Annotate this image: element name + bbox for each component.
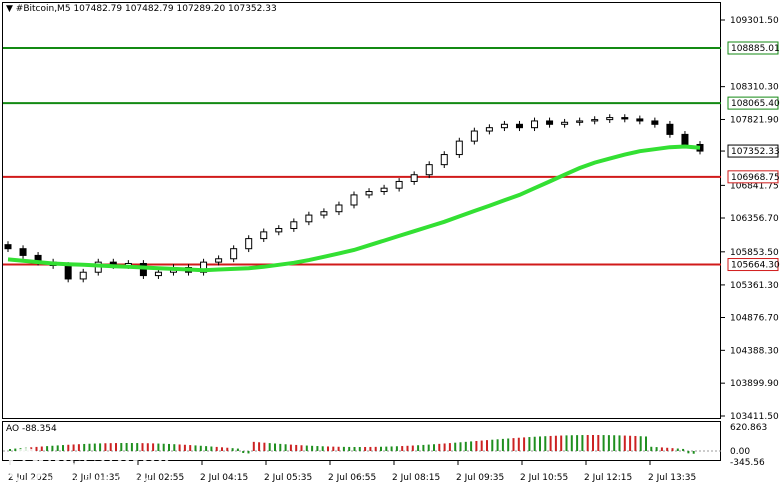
candle-body bbox=[64, 264, 72, 280]
ao-axis-bottom: -345.56 bbox=[730, 458, 765, 468]
candle-body bbox=[576, 120, 584, 123]
candle-body bbox=[4, 244, 12, 250]
price-axis-label: 108310.30 bbox=[730, 83, 779, 93]
candle-body bbox=[19, 248, 27, 256]
level-badge bbox=[727, 41, 779, 55]
price-axis-label: 104388.30 bbox=[730, 346, 779, 356]
level-label: 108885.01 bbox=[731, 44, 780, 54]
ao-axis-mid: 0.00 bbox=[730, 447, 750, 457]
ao-axis-top: 620.863 bbox=[730, 423, 767, 433]
candle-body bbox=[636, 118, 644, 122]
candle-body bbox=[335, 204, 343, 213]
candle-body bbox=[320, 211, 328, 216]
level-badge bbox=[727, 96, 779, 110]
candle-body bbox=[215, 258, 223, 263]
time-axis-label: 2 Jul 12:15 bbox=[584, 473, 632, 483]
candle-body bbox=[275, 228, 283, 233]
candle-body bbox=[200, 261, 208, 273]
candle-body bbox=[621, 117, 629, 120]
level-label: 106968.75 bbox=[731, 173, 780, 183]
time-axis-label: 2 Jul 01:35 bbox=[72, 473, 120, 483]
chart-symbol-arrow-icon: ▼ bbox=[6, 4, 13, 14]
time-axis-label: 2 Jul 13:35 bbox=[648, 473, 696, 483]
candle-body bbox=[365, 191, 373, 196]
candle-body bbox=[561, 121, 569, 125]
time-axis-label: 2 Jul 09:35 bbox=[456, 473, 504, 483]
candle-body bbox=[260, 231, 268, 240]
level-label: 105664.30 bbox=[731, 261, 780, 271]
price-axis-label: 103899.90 bbox=[730, 379, 779, 389]
candle-body bbox=[245, 238, 253, 250]
candle-body bbox=[591, 119, 599, 122]
candle-body bbox=[79, 271, 87, 280]
candle-body bbox=[154, 271, 162, 277]
candle-body bbox=[395, 180, 403, 189]
candle-body bbox=[470, 130, 478, 142]
candle-body bbox=[500, 123, 508, 129]
instaforex-logo-icon bbox=[8, 448, 44, 484]
chart-symbol: #Bitcoin,M5 bbox=[15, 4, 71, 14]
time-axis-label: 2 Jul 04:15 bbox=[200, 473, 248, 483]
time-axis-label: 2 Jul 10:55 bbox=[520, 473, 568, 483]
candle-body bbox=[305, 214, 313, 223]
time-axis-label: 2 Jul 02:55 bbox=[136, 473, 184, 483]
chart-ohlc: 107482.79 107482.79 107289.20 107352.33 bbox=[73, 4, 277, 14]
level-badge bbox=[727, 170, 779, 184]
candle-body bbox=[380, 187, 388, 193]
watermark-brand: instaforex bbox=[46, 449, 171, 479]
price-axis-label: 103411.50 bbox=[730, 412, 779, 422]
level-badge bbox=[727, 258, 779, 272]
candle-body bbox=[230, 248, 238, 260]
ao-indicator-pane[interactable] bbox=[2, 421, 721, 461]
watermark-tagline: Instant Forex Trading bbox=[46, 475, 152, 486]
price-axis-label: 105361.30 bbox=[730, 281, 779, 291]
candle-body bbox=[410, 174, 418, 182]
candle-body bbox=[531, 120, 539, 129]
candle-body bbox=[350, 194, 358, 206]
current-price-label: 107352.33 bbox=[731, 147, 780, 157]
chart-header: ▼ #Bitcoin,M5 107482.79 107482.79 107289… bbox=[6, 4, 277, 14]
time-axis-label: 2 Jul 05:35 bbox=[264, 473, 312, 483]
candle-body bbox=[546, 120, 554, 125]
level-label: 108065.40 bbox=[731, 99, 780, 109]
candle-body bbox=[651, 120, 659, 125]
instaforex-logo bbox=[4, 444, 184, 488]
time-axis-label: 2 Jul 2025 bbox=[8, 473, 53, 483]
pane-separator bbox=[2, 419, 721, 421]
time-axis-label: 2 Jul 06:55 bbox=[328, 473, 376, 483]
ao-label: AO -88.354 bbox=[6, 424, 57, 434]
candle-body bbox=[485, 127, 493, 132]
time-axis-label: 2 Jul 08:15 bbox=[392, 473, 440, 483]
price-chart-pane[interactable] bbox=[2, 2, 721, 419]
price-axis-label: 105853.50 bbox=[730, 248, 779, 258]
candle-body bbox=[290, 221, 298, 230]
moving-average-line bbox=[7, 144, 701, 273]
price-axis-label: 106841.75 bbox=[730, 181, 779, 191]
candle-body bbox=[440, 154, 448, 166]
price-axis-label: 109301.50 bbox=[730, 16, 779, 26]
price-axis-label: 107821.90 bbox=[730, 115, 779, 125]
candle-body bbox=[666, 123, 674, 135]
candle-body bbox=[606, 117, 614, 121]
candle-body bbox=[515, 123, 523, 129]
candle-body bbox=[425, 164, 433, 176]
price-axis-label: 104876.70 bbox=[730, 313, 779, 323]
current-price-badge bbox=[727, 144, 779, 158]
price-axis-label: 106356.70 bbox=[730, 214, 779, 224]
candle-body bbox=[455, 140, 463, 156]
candle-body bbox=[681, 133, 689, 145]
